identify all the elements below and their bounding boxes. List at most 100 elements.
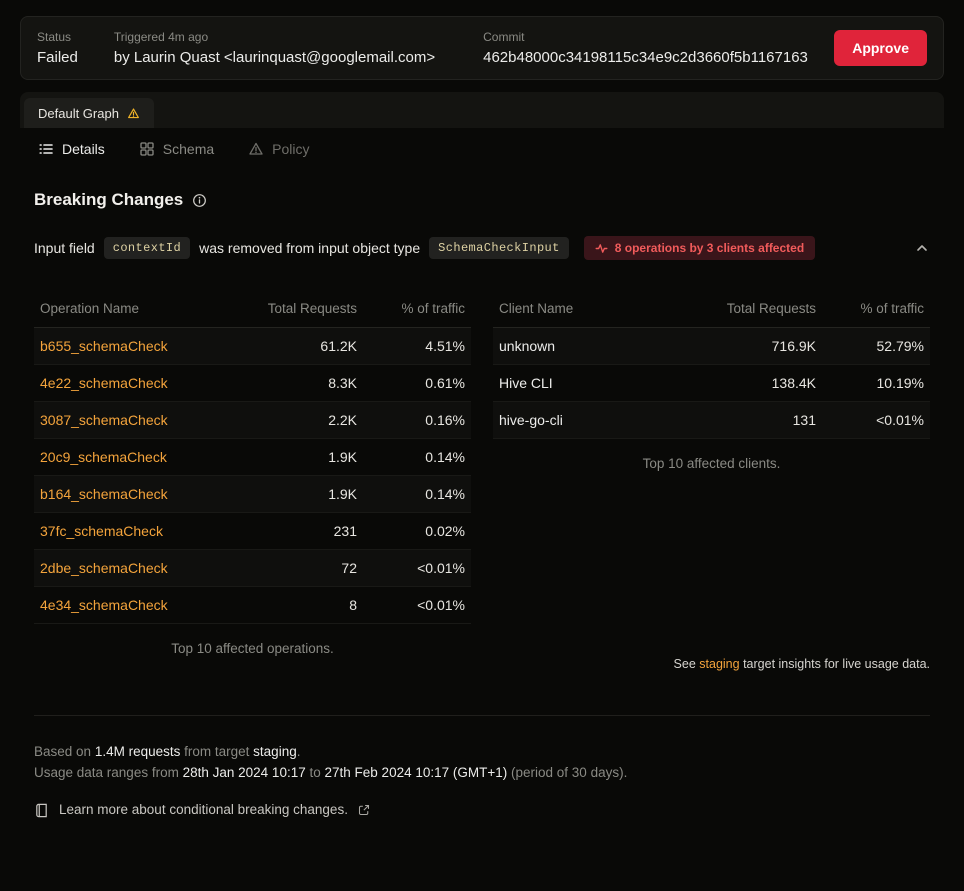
- tab-policy[interactable]: Policy: [248, 141, 310, 157]
- based-prefix: Based on: [34, 744, 92, 759]
- status-value: Failed: [37, 49, 78, 66]
- triggered-field: Triggered 4m ago by Laurin Quast <laurin…: [114, 30, 435, 66]
- total-requests: 2.2K: [328, 412, 357, 428]
- request-count: 1.4M requests: [94, 744, 181, 759]
- total-requests: 1.9K: [328, 449, 357, 465]
- tab-schema-label: Schema: [162, 141, 215, 157]
- date-from: 28th Jan 2024 10:17: [182, 764, 306, 780]
- table-row: 20c9_schemaCheck 1.9K 0.14%: [34, 439, 471, 476]
- total-requests: 1.9K: [328, 486, 357, 502]
- range-prefix: Usage data ranges from: [34, 764, 179, 780]
- client-name: Hive CLI: [499, 375, 553, 391]
- operation-link[interactable]: b164_schemaCheck: [40, 486, 168, 502]
- pulse-icon: [595, 242, 608, 255]
- external-link-icon: [358, 804, 370, 816]
- traffic-pct: 4.51%: [425, 338, 465, 354]
- table-row: b164_schemaCheck 1.9K 0.14%: [34, 476, 471, 513]
- table-row: 4e34_schemaCheck 8 <0.01%: [34, 587, 471, 624]
- tab-schema[interactable]: Schema: [139, 141, 214, 157]
- divider: [34, 715, 930, 716]
- traffic-pct: <0.01%: [417, 560, 465, 576]
- commit-label: Commit: [483, 30, 525, 44]
- usage-tables: Operation Name Total Requests % of traff…: [34, 290, 930, 673]
- learn-more-link[interactable]: Learn more about conditional breaking ch…: [34, 800, 930, 821]
- total-requests: 8: [349, 597, 357, 613]
- check-summary-bar: Status Failed Triggered 4m ago by Laurin…: [20, 16, 944, 80]
- section-title: Breaking Changes: [34, 190, 930, 210]
- table-header: Client Name Total Requests % of traffic: [493, 290, 930, 328]
- traffic-pct: 0.16%: [425, 412, 465, 428]
- learn-more-label: Learn more about conditional breaking ch…: [59, 801, 348, 817]
- table-row: Hive CLI 138.4K 10.19%: [493, 365, 930, 402]
- date-to: 27th Feb 2024 10:17 (GMT+1): [324, 764, 508, 780]
- status-field: Status Failed: [37, 30, 78, 66]
- traffic-pct: 0.02%: [425, 523, 465, 539]
- status-label: Status: [37, 30, 72, 44]
- affected-badge-label: 8 operations by 3 clients affected: [614, 241, 805, 255]
- total-requests: 138.4K: [771, 375, 816, 391]
- operation-link[interactable]: 3087_schemaCheck: [40, 412, 168, 428]
- range-to: to: [309, 764, 321, 780]
- operation-link[interactable]: 20c9_schemaCheck: [40, 449, 167, 465]
- client-name: unknown: [499, 338, 556, 354]
- book-icon: [34, 803, 49, 818]
- traffic-pct: 52.79%: [876, 338, 924, 354]
- traffic-pct: 10.19%: [876, 375, 924, 391]
- usage-summary: Based on 1.4M requests from target stagi…: [34, 716, 930, 821]
- type-name-code: SchemaCheckInput: [429, 237, 569, 259]
- approve-button[interactable]: Approve: [834, 30, 927, 66]
- spacer: [493, 488, 930, 657]
- table-row: 37fc_schemaCheck 231 0.02%: [34, 513, 471, 550]
- schema-icon: [139, 141, 155, 157]
- change-text-middle: was removed from input object type: [199, 240, 421, 256]
- total-requests: 61.2K: [320, 338, 357, 354]
- subtab-row: Details Schema Policy: [20, 128, 944, 172]
- list-icon: [38, 141, 54, 157]
- operation-link[interactable]: 4e22_schemaCheck: [40, 375, 168, 391]
- breaking-changes-section: Breaking Changes Input field contextId w…: [0, 190, 964, 821]
- operations-table: Operation Name Total Requests % of traff…: [34, 290, 471, 673]
- col-total-requests: Total Requests: [267, 301, 357, 316]
- info-icon[interactable]: [192, 193, 207, 208]
- col-traffic: % of traffic: [401, 301, 465, 316]
- triggered-label: Triggered 4m ago: [113, 30, 209, 44]
- from-target-text: from target: [184, 744, 250, 759]
- clients-table: Client Name Total Requests % of traffic …: [493, 290, 930, 673]
- breaking-change-row: Input field contextId was removed from i…: [34, 236, 930, 260]
- field-name-code: contextId: [103, 237, 191, 259]
- chevron-up-icon[interactable]: [914, 240, 930, 256]
- total-requests: 231: [333, 523, 357, 539]
- total-requests: 131: [792, 412, 816, 428]
- col-operation-name: Operation Name: [40, 301, 140, 316]
- table-row: b655_schemaCheck 61.2K 4.51%: [34, 328, 471, 365]
- period-end: .: [296, 744, 301, 759]
- range-suffix: (period of 30 days).: [511, 764, 628, 780]
- commit-value: 462b48000c34198115c34e9c2d3660f5b1167163: [483, 49, 808, 66]
- traffic-pct: 0.14%: [425, 449, 465, 465]
- operation-link[interactable]: b655_schemaCheck: [40, 338, 168, 354]
- date-range-line: Usage data ranges from 28th Jan 2024 10:…: [34, 763, 930, 784]
- graph-tab-strip: Default Graph: [20, 92, 944, 128]
- tab-policy-label: Policy: [272, 141, 310, 157]
- clients-table-footer: Top 10 affected clients.: [642, 456, 781, 471]
- tab-details[interactable]: Details: [38, 141, 105, 157]
- col-traffic: % of traffic: [860, 301, 924, 316]
- traffic-pct: <0.01%: [876, 412, 924, 428]
- table-row: 2dbe_schemaCheck 72 <0.01%: [34, 550, 471, 587]
- target-name: staging: [253, 744, 297, 759]
- traffic-pct: <0.01%: [417, 597, 465, 613]
- operation-link[interactable]: 2dbe_schemaCheck: [40, 560, 168, 576]
- staging-target-link[interactable]: staging: [699, 657, 740, 671]
- total-requests: 72: [341, 560, 357, 576]
- table-row: hive-go-cli 131 <0.01%: [493, 402, 930, 439]
- tab-default-graph[interactable]: Default Graph: [24, 98, 154, 128]
- table-header: Operation Name Total Requests % of traff…: [34, 290, 471, 328]
- operations-table-footer: Top 10 affected operations.: [171, 641, 334, 656]
- affected-operations-badge[interactable]: 8 operations by 3 clients affected: [583, 236, 816, 260]
- operation-link[interactable]: 4e34_schemaCheck: [40, 597, 168, 613]
- change-text-prefix: Input field: [34, 240, 95, 256]
- warning-icon: [127, 107, 140, 120]
- operation-link[interactable]: 37fc_schemaCheck: [40, 523, 163, 539]
- total-requests: 8.3K: [328, 375, 357, 391]
- based-on-line: Based on 1.4M requests from target stagi…: [34, 742, 930, 763]
